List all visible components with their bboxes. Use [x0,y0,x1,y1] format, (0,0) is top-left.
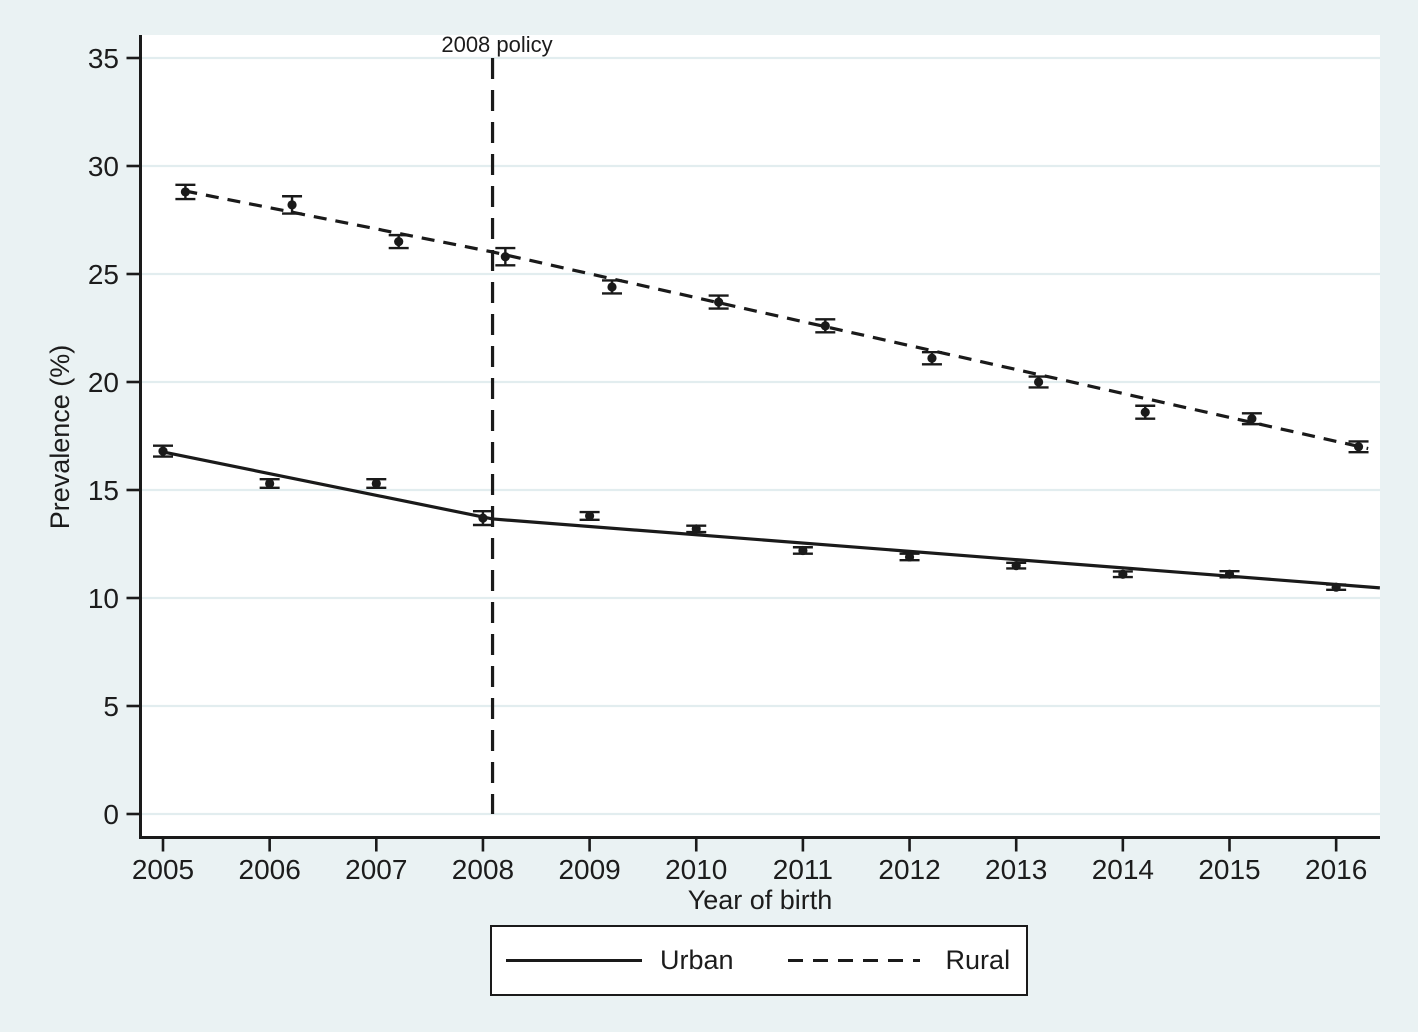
urban-marker [585,511,595,521]
rural-marker [927,353,937,363]
urban-marker [1118,569,1128,579]
x-tick-label: 2013 [985,854,1047,885]
rural-marker [607,282,617,292]
rural-marker [714,297,724,307]
x-tick-label: 2016 [1305,854,1367,885]
x-tick-label: 2012 [878,854,940,885]
y-tick-label: 20 [88,367,119,398]
y-tick-label: 15 [88,475,119,506]
x-tick-label: 2015 [1198,854,1260,885]
rural-marker [1140,407,1150,417]
x-tick-label: 2005 [132,854,194,885]
y-tick-label: 10 [88,583,119,614]
urban-marker [1224,569,1235,579]
x-tick-label: 2010 [665,854,727,885]
y-tick-label: 35 [88,43,119,74]
x-tick-label: 2006 [239,854,301,885]
y-axis-title: Prevalence (%) [45,344,75,530]
x-axis-title: Year of birth [687,885,833,915]
trend-line-rural [184,189,1369,451]
x-tick-label: 2011 [773,854,833,885]
urban-marker [158,446,168,456]
y-tick-label: 30 [88,151,119,182]
policy-annotation-label: 2008 policy [441,32,553,57]
y-tick-label: 5 [103,691,119,722]
rural-marker [394,237,404,247]
urban-marker [904,552,915,562]
legend-rural-label: Rural [945,945,1011,975]
rural-marker [1247,414,1257,424]
x-tick-label: 2009 [558,854,620,885]
legend-urban-label: Urban [660,945,734,975]
urban-marker [1331,582,1341,592]
x-tick-label: 2014 [1092,854,1154,885]
legend-rural-line-sample [787,958,920,963]
plot-area [141,35,1380,839]
urban-marker [265,478,275,489]
urban-marker [371,478,381,489]
rural-marker [1033,377,1044,387]
trend-line-urban [162,450,1381,590]
rural-marker [500,252,510,262]
x-tick-label: 2008 [452,854,514,885]
urban-marker [798,545,808,556]
urban-marker [478,513,488,523]
rural-marker [287,200,297,210]
rural-marker [820,321,830,331]
urban-marker [1011,561,1021,571]
rural-marker [1353,442,1364,452]
x-tick-label: 2007 [345,854,407,885]
y-tick-label: 25 [88,259,119,290]
legend-urban-line-sample [506,959,642,962]
urban-marker [691,524,701,534]
rural-marker [180,187,190,197]
legend-box: Urban Rural [490,925,1028,996]
y-tick-label: 0 [103,799,119,830]
